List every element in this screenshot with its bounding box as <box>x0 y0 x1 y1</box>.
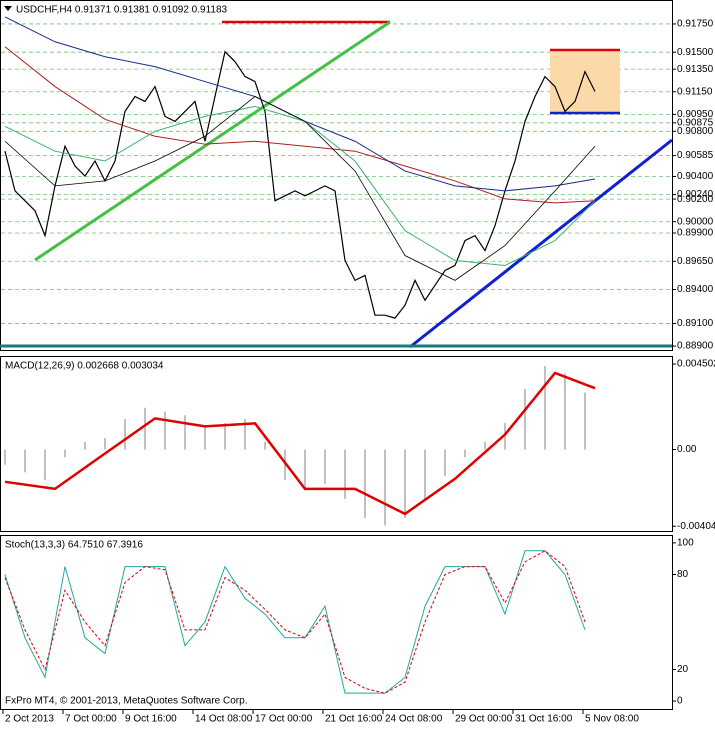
histogram-bar <box>144 407 146 450</box>
series-line <box>4 46 596 204</box>
histogram-bar <box>224 422 226 450</box>
y-tick-label: 0.91350 <box>677 64 714 75</box>
y-tick-label: 0.89650 <box>677 256 714 267</box>
y-tick-label: 100 <box>677 537 694 548</box>
x-tick-label: 31 Oct 16:00 <box>515 714 573 725</box>
y-tick-label: 0.91500 <box>677 47 714 58</box>
histogram-bar <box>564 373 566 450</box>
y-tick-label: -0.00404 <box>677 521 715 532</box>
histogram-bar <box>284 449 286 480</box>
pane-frame <box>0 535 673 710</box>
pane-frame <box>0 356 673 532</box>
y-tick-label: 0.90800 <box>677 126 714 137</box>
histogram-bar <box>4 449 6 465</box>
y-tick-label: 0.90875 <box>677 117 714 128</box>
trend-line <box>34 20 391 262</box>
series-line <box>4 550 586 694</box>
symbol-icon <box>4 6 12 11</box>
pane-frame <box>0 0 673 351</box>
histogram-bar <box>264 441 266 450</box>
histogram-bar <box>84 441 86 450</box>
x-tick-label: 9 Oct 16:00 <box>125 714 177 725</box>
y-tick-label: 0.89900 <box>677 228 714 239</box>
y-tick-label: 0 <box>677 696 683 707</box>
histogram-bar <box>444 449 446 477</box>
support-trend-line <box>409 138 673 349</box>
x-tick-label: 21 Oct 16:00 <box>325 714 383 725</box>
x-tick-label: 14 Oct 08:00 <box>195 714 253 725</box>
series-line <box>4 550 586 694</box>
histogram-bar <box>524 388 526 450</box>
y-tick-label: 0.90585 <box>677 150 714 161</box>
histogram-bar <box>164 411 166 450</box>
y-tick-label: 0.89400 <box>677 284 714 295</box>
histogram-bar <box>484 441 486 450</box>
x-tick-label: 24 Oct 08:00 <box>385 714 443 725</box>
x-tick-label: 5 Nov 08:00 <box>585 714 639 725</box>
y-tick-label: 0.91750 <box>677 19 714 30</box>
y-tick-label: 0.90240 <box>677 189 714 200</box>
histogram-bar <box>404 449 406 518</box>
y-tick-label: 80 <box>677 569 689 580</box>
series-line <box>4 50 596 319</box>
histogram-bar <box>344 449 346 499</box>
y-tick-label: 0.00 <box>677 444 697 455</box>
histogram-bar <box>544 365 546 450</box>
histogram-bar <box>324 449 326 484</box>
histogram-bar <box>64 449 66 458</box>
series-line <box>4 371 596 516</box>
histogram-bar <box>24 449 26 473</box>
x-tick-label: 29 Oct 00:00 <box>455 714 513 725</box>
histogram-bar <box>424 449 426 499</box>
histogram-bar <box>464 449 466 458</box>
histogram-bar <box>44 449 46 480</box>
histogram-bar <box>584 392 586 450</box>
y-tick-label: 0.88900 <box>677 341 714 352</box>
x-tick-label: 7 Oct 00:00 <box>65 714 117 725</box>
histogram-bar <box>124 419 126 450</box>
y-tick-label: 0.90400 <box>677 171 714 182</box>
y-tick-label: 0.90200 <box>677 194 714 205</box>
histogram-bar <box>304 449 306 488</box>
pane-title: MACD(12,26,9) 0.002668 0.003034 <box>5 361 164 372</box>
x-tick-label: 2 Oct 2013 <box>5 714 54 725</box>
histogram-bar <box>104 438 106 450</box>
pane-title: Stoch(13,3,3) 64.7510 67.3916 <box>5 540 143 551</box>
pane-title: USDCHF,H4 0.91371 0.91381 0.91092 0.9118… <box>16 5 228 16</box>
histogram-bar <box>244 419 246 450</box>
series-line <box>4 96 596 281</box>
histogram-bar <box>204 426 206 450</box>
y-tick-label: 0.004502 <box>677 359 715 370</box>
y-tick-label: 0.91150 <box>677 86 713 97</box>
y-tick-label: 0.90950 <box>677 109 714 120</box>
x-tick-label: 17 Oct 00:00 <box>255 714 313 725</box>
y-tick-label: 20 <box>677 664 689 675</box>
histogram-bar <box>504 422 506 450</box>
histogram-bar <box>384 449 386 526</box>
y-tick-label: 0.89100 <box>677 318 714 329</box>
histogram-bar <box>184 415 186 450</box>
copyright: FxPro MT4, © 2001-2013, MetaQuotes Softw… <box>5 696 247 707</box>
range-box <box>550 50 620 113</box>
y-tick-label: 0.90000 <box>677 216 714 227</box>
histogram-bar <box>364 449 366 518</box>
